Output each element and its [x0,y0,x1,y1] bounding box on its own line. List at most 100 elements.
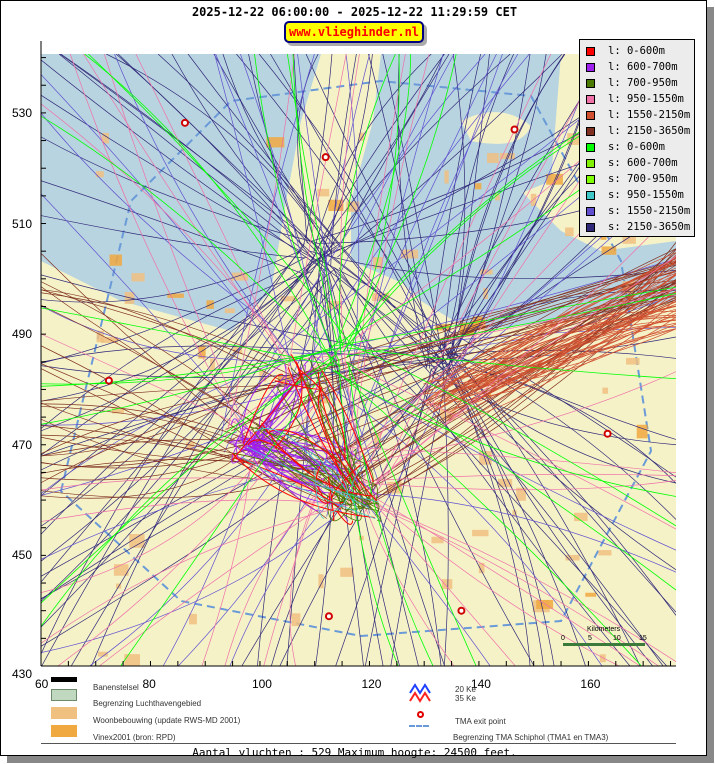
vinex-swatch [51,725,77,737]
flight-track [476,316,676,388]
flight-track [434,259,676,396]
legend-swatch [586,110,595,120]
legend-label: l: 950-1550m [608,93,684,105]
svg-text:5: 5 [588,635,592,642]
flight-track [361,256,676,496]
flight-track [231,452,375,518]
flight-track [246,370,319,451]
legend-item: s: 700-950m [586,171,694,187]
flight-track [171,54,443,363]
housing-swatch [51,707,77,719]
flight-track [357,502,380,516]
flight-track [288,54,347,369]
tma-boundary [59,79,653,638]
flight-track [41,438,267,481]
legend-item: s: 600-700m [586,155,694,171]
flight-track [349,457,455,666]
flight-track [348,366,434,666]
flight-track [303,288,676,360]
x-tick-label: 60 [35,677,49,691]
flight-track [336,510,354,525]
tma-line-icon [409,725,429,727]
legend-swatch [586,62,595,72]
flight-track [307,250,676,279]
legend-label: s: 600-700m [608,157,678,169]
flight-track [162,381,281,666]
flight-track [222,54,335,246]
flight-summary: Aantal vluchten : 529 Maximum hoogte: 24… [192,746,517,759]
x-tick-label: 120 [361,677,382,691]
legend-label: s: 0-600m [608,141,665,153]
flight-track [434,323,676,388]
flight-track [317,485,330,504]
flight-track [322,352,676,530]
flight-track [451,346,641,666]
flight-track [338,54,450,248]
time-range-title: 2025-12-22 06:00:00 - 2025-12-22 11:29:5… [191,5,518,19]
flight-track [231,261,676,432]
legend-swatch [586,222,595,232]
flight-track [41,278,329,562]
y-tick-label: 510 [12,216,33,231]
flight-track [317,484,659,666]
svg-text:10: 10 [613,635,621,642]
flight-track [279,431,364,504]
flight-track [41,447,270,594]
flight-track [157,54,437,372]
flight-track [258,449,313,472]
legend-label: l: 2150-3650m [608,125,691,137]
flight-track [378,54,599,515]
flight-track [345,361,676,591]
flight-track [41,347,333,425]
site-link[interactable]: www.vlieghinder.nl [284,21,424,43]
flight-track [444,345,531,666]
flight-track [290,367,343,503]
noise-contour-icon [409,683,431,703]
y-tick-label: 490 [12,327,33,342]
flight-track [426,274,676,385]
flight-track [451,54,565,347]
flight-track [220,54,315,437]
flight-track [41,265,312,527]
flight-track [248,447,349,521]
flight-track [41,262,313,583]
flight-track [327,472,335,521]
flight-track [307,54,530,363]
flight-track [236,54,454,363]
flight-track [337,505,362,521]
flight-track [338,267,631,666]
flight-track [41,345,437,367]
flight-track [443,358,555,666]
flight-track [254,428,330,478]
legend-label: s: 1550-2150m [608,205,691,217]
axis-ticks [40,57,672,667]
x-tick-label: 80 [142,677,156,691]
flight-track [120,351,338,666]
flight-track [449,260,676,413]
flight-track [289,477,325,666]
vinex-label: Vinex2001 (bron: RPD) [93,733,176,742]
flight-track [287,54,344,348]
ke20-label: 20 Ke [455,685,476,694]
flight-track [321,369,374,483]
flight-track [58,54,442,360]
lake-area [361,191,676,331]
flight-track [41,519,332,653]
flight-track [247,439,304,469]
flight-track [443,54,466,350]
flight-track [319,54,445,246]
altitude-legend: l: 0-600m l: 600-700m l: 700-950m l: 950-15… [579,39,695,237]
legend-label: l: 0-600m [608,45,665,57]
flight-track [332,369,676,497]
legend-label: s: 950-1550m [608,189,684,201]
flight-track [319,54,373,256]
flight-track [41,406,260,451]
legend-item: l: 0-600m [586,43,694,59]
flight-track [299,369,346,460]
flight-track [41,256,307,364]
flight-track [41,136,318,244]
flight-track [477,322,676,399]
flight-track [248,54,303,248]
flight-track [309,451,359,511]
flight-track [255,423,363,509]
